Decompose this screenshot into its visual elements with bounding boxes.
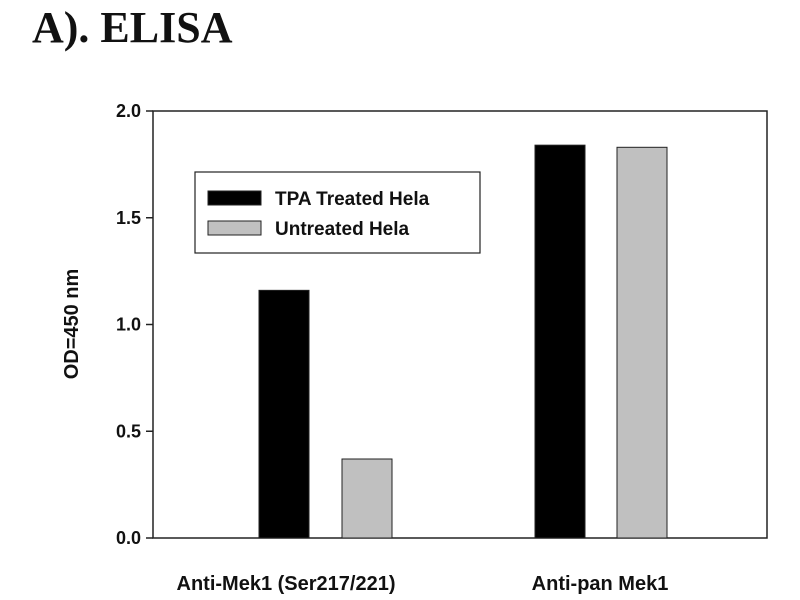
bar-tpa-treated-1 <box>534 144 586 539</box>
legend-swatch <box>207 220 262 236</box>
legend-swatch <box>207 190 262 206</box>
y-tick-label: 0.5 <box>116 421 141 441</box>
figure-title: A). ELISA <box>32 3 233 52</box>
y-tick-label: 2.0 <box>116 101 141 121</box>
bar-tpa-treated-0 <box>258 289 310 539</box>
bar-untreated-1 <box>616 146 668 539</box>
bar-untreated-0 <box>341 458 393 539</box>
legend: TPA Treated Hela Untreated Hela <box>194 171 481 254</box>
legend-label: TPA Treated Hela <box>275 189 430 210</box>
legend-label: Untreated Hela <box>275 219 410 240</box>
y-tick-label: 1.5 <box>116 208 141 228</box>
y-axis-label: OD=450 nm <box>61 269 83 380</box>
y-tick-label: 1.0 <box>116 315 141 335</box>
y-tick-label: 0.0 <box>116 528 141 548</box>
x-category-label: Anti-Mek1 (Ser217/221) <box>177 573 396 595</box>
x-category-label: Anti-pan Mek1 <box>532 573 669 595</box>
legend-box <box>194 171 481 254</box>
